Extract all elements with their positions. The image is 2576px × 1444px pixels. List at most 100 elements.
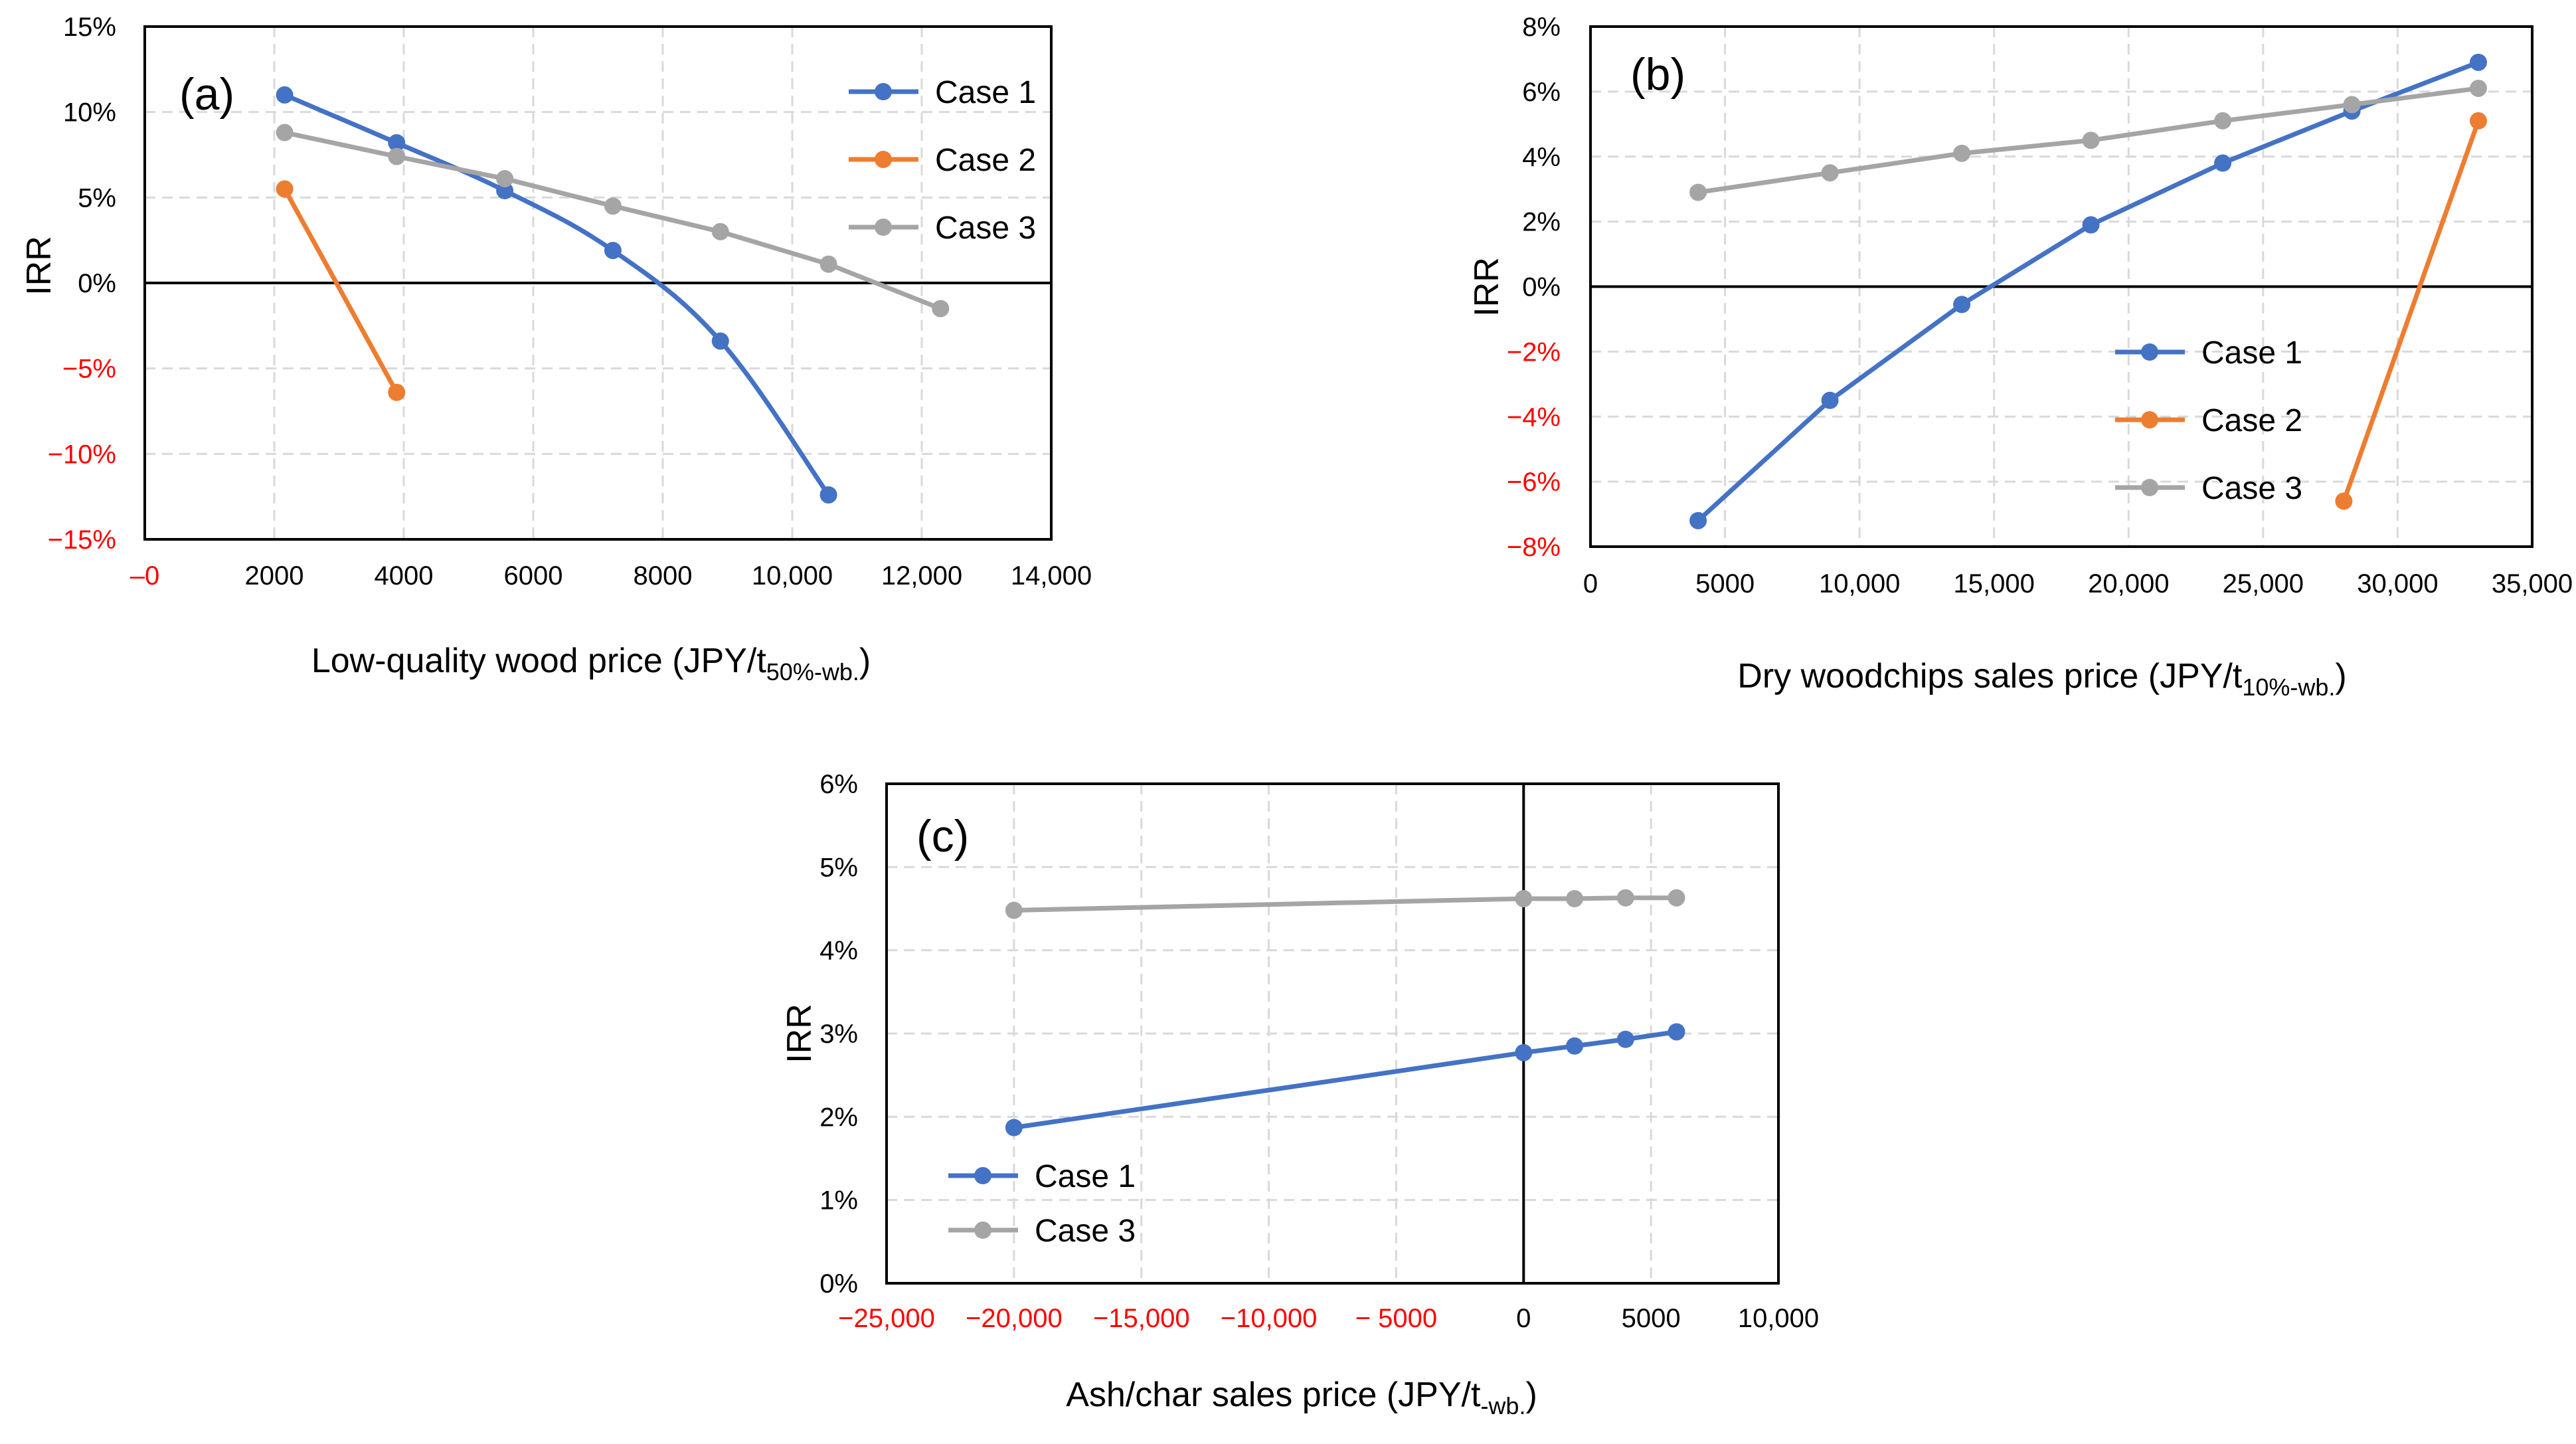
x-axis-title-subscript: 10%-wb. <box>2242 674 2335 701</box>
x-axis-title: Dry woodchips sales price (JPY/t10%-wb.) <box>1737 657 2346 701</box>
data-point-case-1 <box>819 486 837 504</box>
data-point-case-3 <box>496 170 514 188</box>
y-tick-label: 6% <box>1522 78 1561 107</box>
plot-frame <box>143 25 1053 541</box>
panel-label: (a) <box>179 69 234 120</box>
data-point-case-2 <box>2335 492 2353 510</box>
x-tick-label: 0 <box>1516 1304 1531 1333</box>
series-line-case-1 <box>284 92 831 497</box>
data-point-case-3 <box>1953 144 1971 162</box>
x-axis-title-main: Ash/char sales price (JPY/t <box>1066 1376 1481 1414</box>
data-point-case-3 <box>2469 79 2487 97</box>
series-line-case-2 <box>2342 120 2481 502</box>
x-axis-title-main: Low-quality wood price (JPY/t <box>311 642 767 680</box>
legend-swatch-marker <box>974 1167 991 1184</box>
x-tick-label: 4000 <box>375 561 434 590</box>
legend-swatch-marker <box>875 151 892 168</box>
x-axis-title-close: ) <box>2335 657 2346 695</box>
data-point-case-1 <box>1616 1030 1634 1048</box>
series-line-case-2 <box>282 187 399 394</box>
y-axis-title: IRR <box>20 236 58 296</box>
y-tick-label: 0% <box>819 1269 858 1299</box>
data-point-case-1 <box>2082 216 2100 234</box>
y-tick-label: 4% <box>1522 143 1561 172</box>
data-point-case-3 <box>711 223 729 240</box>
legend-label: Case 3 <box>1035 1214 1136 1249</box>
x-tick-label: 0 <box>1583 569 1598 598</box>
legend-swatch-marker <box>875 83 892 100</box>
x-axis-title-subscript: 50%-wb. <box>766 658 859 685</box>
panel-b-chart: 8% 6% 4% 2% 0% −2% −4% −6% −8% 0 5000 10,000 15,000 2… <box>1468 13 2573 701</box>
data-point-case-3 <box>1005 901 1023 919</box>
y-tick-label: 3% <box>819 1020 858 1049</box>
data-point-case-3 <box>2214 112 2232 130</box>
data-point-case-3 <box>1668 889 1685 907</box>
data-point-case-1 <box>711 332 729 350</box>
x-tick-label: 10,000 <box>1819 569 1900 598</box>
legend-label: Case 1 <box>935 75 1036 110</box>
y-tick-label: 4% <box>819 937 858 966</box>
legend-swatch-marker <box>875 219 892 236</box>
data-point-case-1 <box>2214 154 2232 172</box>
data-point-case-1 <box>496 182 514 200</box>
plot-frame <box>885 782 1780 1285</box>
x-tick-label: −15,000 <box>1093 1304 1190 1333</box>
legend-label: Case 2 <box>935 143 1036 178</box>
x-tick-label: –0 <box>130 561 160 590</box>
data-point-case-3 <box>388 147 406 165</box>
legend-label: Case 3 <box>935 211 1036 246</box>
y-tick-label: 6% <box>819 770 858 799</box>
data-point-case-3 <box>2343 96 2361 114</box>
x-tick-label: 8000 <box>634 561 693 590</box>
y-tick-label: −6% <box>1507 468 1561 497</box>
x-tick-label: 15,000 <box>1954 569 2035 598</box>
data-point-case-3 <box>2082 132 2100 149</box>
legend-label: Case 1 <box>2201 335 2302 371</box>
y-tick-label: −2% <box>1507 337 1561 367</box>
y-tick-label: 1% <box>819 1186 858 1216</box>
y-tick-label: 0% <box>1522 273 1561 302</box>
y-tick-label: −15% <box>48 525 116 555</box>
y-tick-label: 2% <box>1522 208 1561 237</box>
data-point-case-1 <box>388 134 406 151</box>
plot-frame <box>1589 25 2533 548</box>
x-tick-label: 10,000 <box>1738 1304 1819 1333</box>
x-axis-title-close: ) <box>1525 1376 1537 1414</box>
data-point-case-2 <box>2469 112 2487 130</box>
panel-label: (c) <box>916 811 969 861</box>
x-tick-label: 10,000 <box>752 561 833 590</box>
y-tick-label: −4% <box>1507 403 1561 432</box>
y-tick-label: 5% <box>78 183 116 213</box>
y-tick-label: 0% <box>78 269 116 298</box>
data-point-case-3 <box>1821 164 1839 182</box>
data-point-case-2 <box>276 180 294 198</box>
x-tick-label: 5000 <box>1695 569 1755 598</box>
x-tick-label: 30,000 <box>2357 569 2438 598</box>
x-tick-label: 14,000 <box>1011 561 1092 590</box>
x-tick-label: −20,000 <box>966 1304 1063 1333</box>
x-tick-label: 25,000 <box>2223 569 2304 598</box>
data-point-case-1 <box>276 86 294 104</box>
data-point-case-3 <box>1566 889 1584 907</box>
data-point-case-1 <box>604 242 622 260</box>
y-tick-label: 15% <box>63 13 116 42</box>
data-point-case-3 <box>819 255 837 273</box>
legend-label: Case 3 <box>2201 471 2302 506</box>
data-point-case-3 <box>932 300 950 317</box>
y-tick-label: 5% <box>819 853 858 882</box>
x-axis-title-main: Dry woodchips sales price (JPY/t <box>1737 657 2243 695</box>
x-axis-title-subscript: -wb. <box>1480 1392 1525 1419</box>
x-tick-label: 6000 <box>504 561 563 590</box>
x-tick-label: 2000 <box>245 561 304 590</box>
x-axis-title: Low-quality wood price (JPY/t50%-wb.) <box>311 642 871 685</box>
x-axis-title: Ash/char sales price (JPY/t-wb.) <box>1066 1376 1537 1419</box>
y-axis-title: IRR <box>780 1004 819 1063</box>
y-tick-label: 10% <box>63 98 116 128</box>
data-point-case-1 <box>1005 1119 1023 1136</box>
x-tick-label: − 5000 <box>1355 1304 1437 1333</box>
data-point-case-1 <box>1515 1043 1533 1061</box>
y-axis-title: IRR <box>1468 257 1506 317</box>
data-point-case-3 <box>276 124 294 141</box>
x-tick-label: 20,000 <box>2088 569 2169 598</box>
